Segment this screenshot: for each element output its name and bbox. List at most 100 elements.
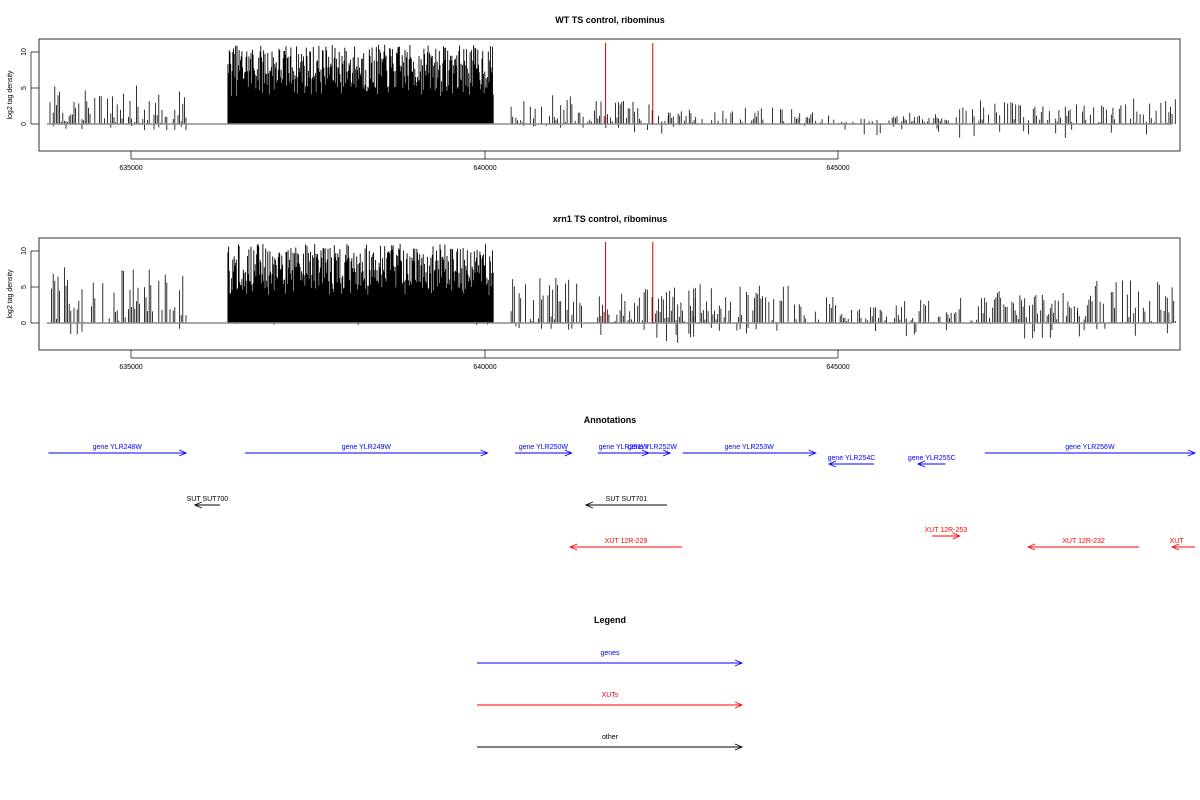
annotation-label: XUT xyxy=(1170,538,1185,545)
annotation-label: gene YLR254C xyxy=(828,455,876,462)
wt-signal-segment xyxy=(833,118,881,136)
annotation-feature: gene YLR254C xyxy=(827,455,876,468)
xrn1-signal-segment xyxy=(1077,280,1176,337)
wt-x-axis: 635000 640000 645000 xyxy=(119,151,850,172)
annotation-label: gene YLR249W xyxy=(342,444,392,451)
arrowhead-icon xyxy=(178,449,188,457)
xrn1-panel-title: xrn1 TS control, ribominus xyxy=(553,214,668,224)
arrowhead-icon xyxy=(480,449,489,457)
legend-item: genes xyxy=(477,650,744,667)
wt-signal-segment xyxy=(1082,98,1176,135)
xrn1-y-axis: 10 5 0 xyxy=(21,247,39,325)
wt-x-tick-label: 645000 xyxy=(826,165,849,172)
annotation-label: gene YLR255C xyxy=(908,455,956,462)
annotation-label: XUT 12R-229 xyxy=(605,538,648,545)
annotations-panel: Annotations gene YLR248W gene YLR249W gene… xyxy=(48,415,1197,551)
wt-y-tick-label: 5 xyxy=(21,86,28,90)
annotation-feature: gene YLR252W xyxy=(628,444,678,457)
legend-item: other xyxy=(477,734,744,751)
annotation-label: gene YLR251W xyxy=(599,444,649,451)
annotation-feature: XUT 12R-232 xyxy=(1026,538,1140,551)
wt-y-axis: 10 5 0 xyxy=(21,48,39,126)
wt-signal-segment xyxy=(227,44,494,124)
annotations-title: Annotations xyxy=(584,415,637,425)
arrowhead-icon xyxy=(952,532,961,540)
annotation-feature: SUT SUT701 xyxy=(584,496,667,509)
xrn1-signal-segment xyxy=(51,267,187,335)
legend-panel: Legend genes XUTs other xyxy=(477,615,744,751)
arrowhead-icon xyxy=(564,449,573,457)
arrowhead-icon xyxy=(916,460,926,468)
annotation-feature: SUT SUT700 xyxy=(187,496,229,509)
wt-red-markers xyxy=(605,43,654,124)
legend-label: other xyxy=(602,734,619,741)
annotation-label: gene YLR248W xyxy=(93,444,143,451)
legend-item: XUTs xyxy=(477,692,744,709)
xrn1-y-tick-label: 0 xyxy=(21,321,28,325)
xrn1-red-markers xyxy=(605,242,654,323)
annotation-label: XUT 12R-253 xyxy=(925,527,968,534)
annotation-label: XUT 12R-232 xyxy=(1062,538,1105,545)
xrn1-signal-segment xyxy=(835,305,897,331)
xrn1-y-tick-label: 10 xyxy=(21,247,28,255)
xrn1-signal-bars xyxy=(51,243,1176,343)
xrn1-signal-segment xyxy=(597,287,699,343)
annotation-label: gene YLR256W xyxy=(1065,444,1115,451)
wt-y-axis-label: log2 tag density xyxy=(7,70,14,120)
annotation-feature: gene YLR256W xyxy=(984,444,1197,457)
annotation-label: gene YLR250W xyxy=(519,444,569,451)
annotation-feature: gene YLR255C xyxy=(908,455,956,468)
wt-signal-segment xyxy=(589,101,669,134)
arrowhead-icon xyxy=(584,501,594,509)
wt-panel-title: WT TS control, ribominus xyxy=(555,15,665,25)
xrn1-x-tick-label: 635000 xyxy=(119,364,142,371)
arrowhead-icon xyxy=(1170,543,1180,551)
annotation-feature: gene YLR250W xyxy=(515,444,573,457)
legend-items: genes XUTs other xyxy=(477,650,744,751)
annotation-feature: gene YLR248W xyxy=(48,444,188,457)
xrn1-signal-segment xyxy=(691,284,834,334)
annotation-feature: gene YLR249W xyxy=(245,444,489,457)
arrowhead-icon xyxy=(193,501,202,509)
annotation-feature: XUT xyxy=(1170,538,1195,551)
legend-label: genes xyxy=(600,650,620,657)
xrn1-x-tick-label: 645000 xyxy=(826,364,849,371)
annotation-label: gene YLR253W xyxy=(725,444,775,451)
annotation-label: gene YLR252W xyxy=(628,444,678,451)
wt-y-tick-label: 0 xyxy=(21,122,28,126)
annotation-feature: XUT 12R-253 xyxy=(925,527,968,540)
xrn1-x-axis: 635000 640000 645000 xyxy=(119,350,850,371)
xrn1-signal-segment xyxy=(227,243,494,325)
annotation-label: SUT SUT700 xyxy=(187,496,229,503)
xrn1-plot-frame xyxy=(38,237,1181,351)
wt-signal-segment xyxy=(510,95,589,128)
xrn1-signal-segment xyxy=(897,297,990,337)
arrowhead-icon xyxy=(1187,449,1197,457)
wt-panel: WT TS control, ribominus log2 tag densit… xyxy=(7,15,1181,172)
xrn1-signal-segment xyxy=(510,278,582,330)
arrowhead-icon xyxy=(569,543,578,551)
arrowhead-icon xyxy=(734,743,744,751)
annotation-features: gene YLR248W gene YLR249W gene YLR250W gene… xyxy=(48,444,1197,551)
xrn1-x-tick-label: 640000 xyxy=(473,364,496,371)
arrowhead-icon xyxy=(808,449,817,457)
annotation-feature: gene YLR253W xyxy=(682,444,817,457)
wt-y-tick-label: 10 xyxy=(21,48,28,56)
legend-title: Legend xyxy=(594,615,626,625)
annotation-label: SUT SUT701 xyxy=(606,496,648,503)
wt-plot-frame xyxy=(38,38,1181,152)
wt-x-tick-label: 635000 xyxy=(119,165,142,172)
xrn1-y-axis-label: log2 tag density xyxy=(7,269,14,319)
xrn1-y-tick-label: 5 xyxy=(21,285,28,289)
annotation-feature: XUT 12R-229 xyxy=(569,538,682,551)
legend-label: XUTs xyxy=(602,692,619,699)
wt-signal-segment xyxy=(880,112,957,132)
xrn1-panel: xrn1 TS control, ribominus log2 tag dens… xyxy=(7,214,1181,371)
wt-x-tick-label: 640000 xyxy=(473,165,496,172)
arrowhead-icon xyxy=(734,701,744,709)
arrowhead-icon xyxy=(827,460,837,468)
arrowhead-icon xyxy=(662,449,672,457)
arrowhead-icon xyxy=(734,659,744,667)
xrn1-signal-segment xyxy=(992,291,1078,339)
